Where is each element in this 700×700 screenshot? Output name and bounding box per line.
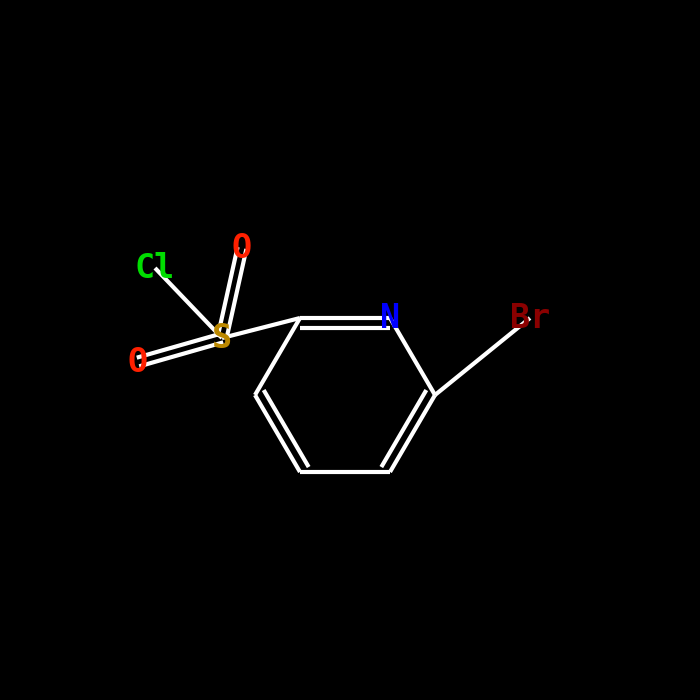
Text: O: O [128,346,148,379]
Text: Cl: Cl [135,251,175,284]
Text: O: O [232,232,252,265]
Text: N: N [380,302,400,335]
Text: Br: Br [510,302,550,335]
Text: S: S [212,321,232,354]
